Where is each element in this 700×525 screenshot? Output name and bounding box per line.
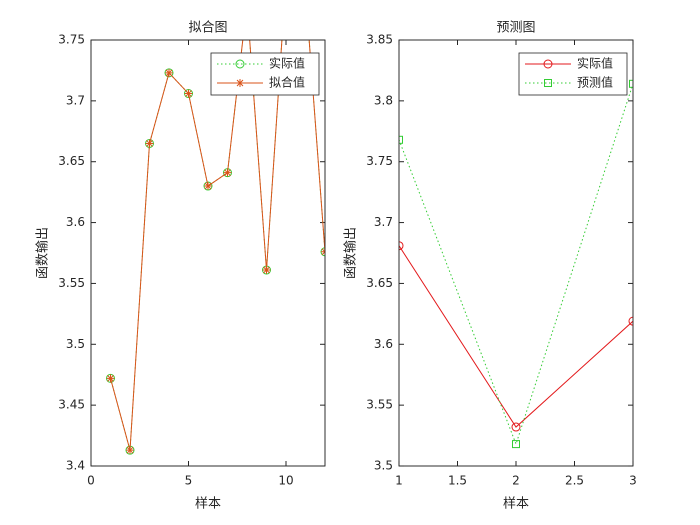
series-line	[110, 40, 325, 451]
legend-label: 预测值	[577, 75, 613, 90]
axes-box	[398, 39, 634, 467]
marker	[262, 266, 271, 275]
legend-label: 拟合值	[269, 75, 305, 90]
legend-symbol	[544, 79, 552, 87]
x-tick-label: 10	[278, 474, 293, 488]
marker	[126, 446, 134, 455]
x-tick-label: 2.5	[565, 474, 584, 488]
x-axis-label: 样本	[503, 497, 529, 512]
x-tick-label: 1	[395, 474, 403, 488]
legend-label: 实际值	[577, 56, 613, 71]
x-tick-label: 3	[629, 474, 637, 488]
chart-title: 预测图	[496, 21, 535, 36]
y-tick-label: 3.65	[58, 154, 85, 168]
y-tick-label: 3.65	[366, 276, 393, 290]
marker	[184, 89, 193, 98]
y-tick-label: 3.55	[58, 276, 85, 290]
legend-box	[210, 52, 320, 96]
series-line	[399, 245, 633, 428]
marker	[399, 241, 404, 251]
x-tick-label: 1.5	[448, 474, 467, 488]
legend-symbol	[236, 79, 244, 87]
y-tick-label: 3.8	[374, 93, 393, 107]
y-tick-label: 3.6	[66, 215, 85, 229]
x-tick-label: 0	[87, 474, 95, 488]
plot-area	[399, 79, 633, 449]
marker	[512, 440, 520, 449]
marker	[204, 182, 212, 191]
y-tick-label: 3.55	[366, 398, 393, 412]
y-tick-label: 3.75	[58, 33, 85, 47]
y-tick-label: 3.75	[366, 154, 393, 168]
legend-symbol	[235, 59, 245, 69]
plot-area	[106, 0, 325, 455]
legend-symbol	[543, 59, 553, 69]
y-tick-label: 3.5	[374, 459, 393, 473]
marker	[399, 135, 403, 144]
y-tick-label: 3.6	[374, 337, 393, 351]
marker	[628, 316, 633, 326]
legend-marker	[235, 59, 245, 69]
marker	[243, 0, 251, 7]
y-axis-label: 函数输出	[343, 227, 359, 279]
y-tick-label: 3.85	[366, 33, 393, 47]
legend-marker	[236, 79, 244, 87]
legend-box	[518, 52, 628, 96]
axes-frame	[90, 39, 326, 467]
axes-frame	[398, 39, 634, 467]
marker	[106, 374, 115, 383]
marker	[145, 139, 154, 148]
marker	[243, 0, 251, 7]
legend-marker	[544, 79, 552, 87]
y-tick-label: 3.7	[66, 93, 85, 107]
axes-box	[90, 39, 326, 467]
y-tick-label: 3.5	[66, 337, 85, 351]
y-tick-label: 3.7	[374, 215, 393, 229]
marker	[223, 168, 232, 177]
marker	[629, 79, 633, 88]
x-axis-label: 样本	[195, 497, 221, 512]
y-tick-label: 3.45	[58, 398, 85, 412]
marker	[511, 422, 521, 432]
x-tick-label: 2	[512, 474, 520, 488]
y-tick-label: 3.4	[66, 459, 85, 473]
series-line	[399, 83, 633, 446]
chart-title: 拟合图	[188, 21, 227, 36]
marker	[165, 68, 173, 77]
y-axis-label: 函数输出	[35, 227, 51, 279]
legend-label: 实际值	[269, 56, 305, 71]
legend-marker	[543, 59, 553, 69]
x-tick-label: 5	[185, 474, 193, 488]
